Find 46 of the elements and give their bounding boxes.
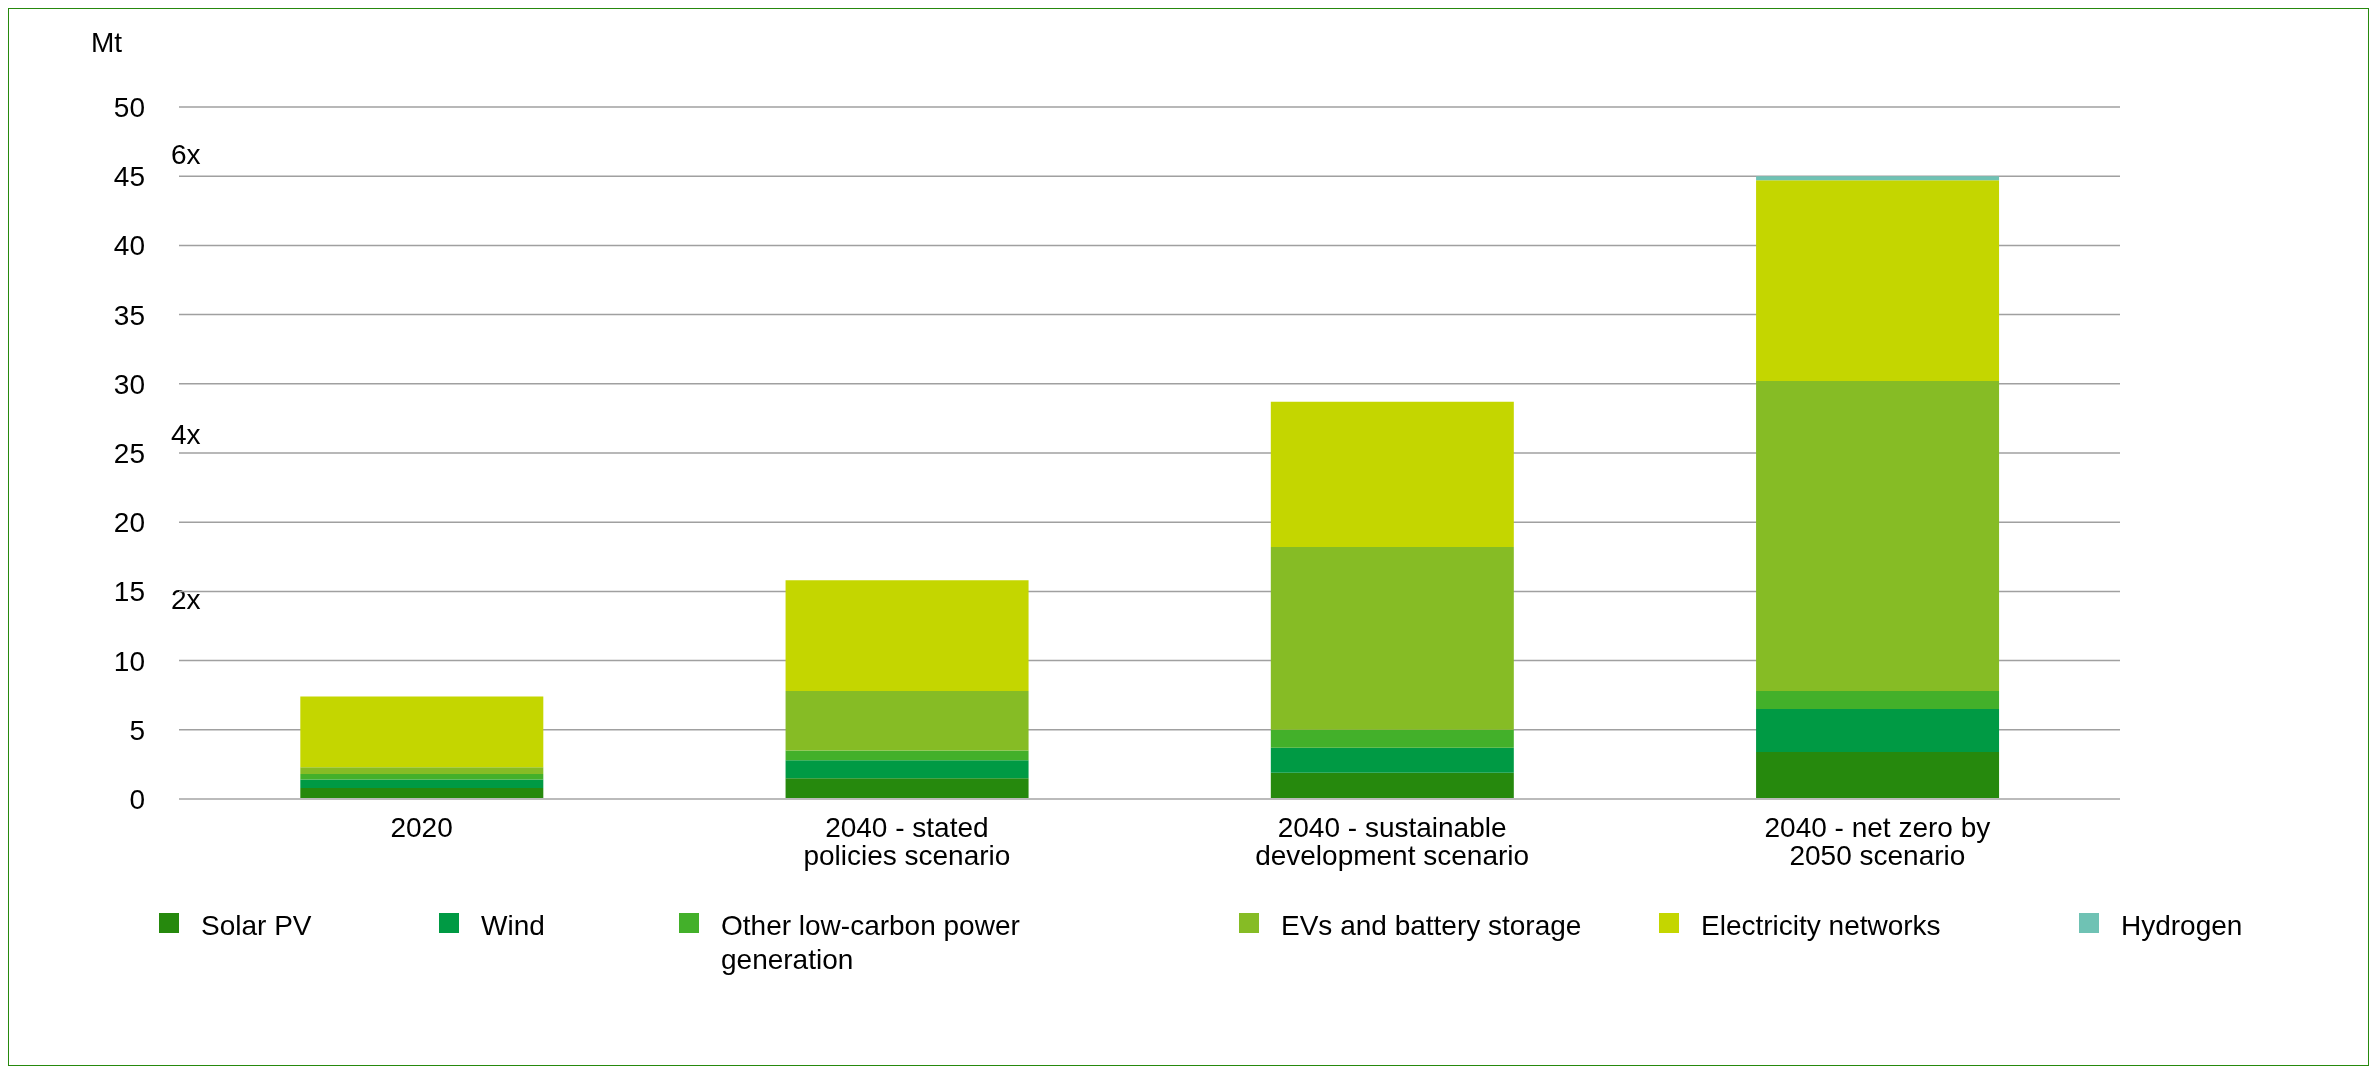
- bar: [785, 778, 1029, 799]
- bar: [1756, 709, 2000, 752]
- bar: [1270, 547, 1514, 730]
- bar: [300, 767, 544, 775]
- legend-label: Solar PV: [201, 909, 313, 943]
- bar: [785, 580, 1029, 692]
- bar: [300, 787, 544, 799]
- y-tick-label: 45: [113, 161, 145, 193]
- bar: [1270, 729, 1514, 748]
- bar: [1756, 381, 2000, 692]
- y-tick-label: 35: [113, 299, 145, 331]
- annotation: 2x: [171, 584, 201, 616]
- y-tick-label: 5: [129, 714, 145, 746]
- bar: [300, 779, 544, 788]
- x-tick-label: 2040 - sustainable development scenario: [1255, 812, 1530, 871]
- y-tick-label: 40: [113, 230, 145, 262]
- legend-label: Other low-carbon power generation: [721, 909, 1021, 977]
- bar: [300, 774, 544, 780]
- bar: [785, 750, 1029, 761]
- annotation: 6x: [171, 139, 201, 171]
- y-tick-label: 10: [113, 645, 145, 677]
- legend-label: Electricity networks: [1701, 909, 1942, 943]
- bar: [300, 696, 544, 768]
- y-tick-label: 30: [113, 368, 145, 400]
- y-axis-title: Mt: [91, 27, 123, 59]
- bar: [1756, 180, 2000, 382]
- y-tick-label: 0: [129, 783, 145, 815]
- y-tick-label: 25: [113, 437, 145, 469]
- x-tick-label: 2040 - stated policies scenario: [803, 812, 1011, 871]
- bar: [1270, 772, 1514, 799]
- y-tick-label: 15: [113, 576, 145, 608]
- bar: [785, 760, 1029, 779]
- bar: [785, 691, 1029, 751]
- bar: [1756, 751, 2000, 799]
- bar: [1270, 401, 1514, 548]
- bar: [1756, 691, 2000, 710]
- bar: [1756, 176, 2000, 181]
- y-tick-label: 50: [113, 91, 145, 123]
- legend-label: Wind: [481, 909, 546, 943]
- x-tick-label: 2040 - net zero by 2050 scenario: [1764, 812, 1991, 871]
- x-tick-label: 2020: [390, 812, 453, 843]
- legend-label: Hydrogen: [2121, 909, 2244, 943]
- annotation: 4x: [171, 419, 201, 451]
- bar: [1270, 747, 1514, 773]
- y-tick-label: 20: [113, 507, 145, 539]
- legend-label: EVs and battery storage: [1281, 909, 1583, 943]
